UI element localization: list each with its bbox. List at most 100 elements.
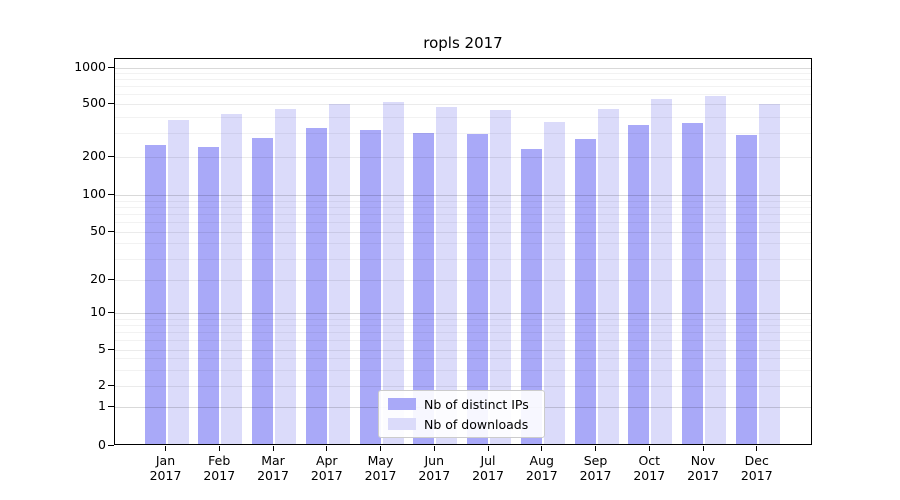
bar-oct-distinct-ips	[628, 125, 650, 444]
month-label: Jun	[424, 453, 445, 468]
bar-feb-distinct-ips	[198, 146, 220, 444]
x-tick-label-oct: Oct 2017	[619, 453, 679, 483]
x-tick-mark	[326, 446, 328, 451]
year-label: 2017	[472, 468, 504, 483]
bar-jul-distinct-ips	[467, 134, 488, 444]
year-label: 2017	[579, 468, 612, 483]
y-tick-mark	[108, 194, 114, 195]
bar-aug-downloads	[543, 122, 565, 444]
year-label: 2017	[687, 468, 719, 483]
x-tick-label-jan: Jan 2017	[136, 453, 196, 483]
legend-item-distinct-ips: Nb of distinct IPs	[379, 397, 544, 412]
y-tick-mark	[108, 312, 114, 314]
x-tick-mark	[165, 446, 166, 451]
x-tick-mark	[218, 446, 220, 451]
x-tick-mark	[595, 446, 596, 451]
x-tick-label-dec: Dec 2017	[727, 453, 787, 483]
x-tick-mark	[648, 446, 650, 451]
x-tick-mark	[541, 446, 543, 451]
month-label: Aug	[529, 453, 554, 468]
y-tick-mark	[108, 66, 114, 68]
bar-jun-distinct-ips	[413, 132, 435, 444]
gridline-500	[115, 103, 811, 105]
year-label: 2017	[418, 468, 451, 483]
gridline-9	[115, 318, 811, 320]
gridline-60	[115, 222, 811, 224]
bar-jul-downloads	[490, 110, 511, 444]
y-tick-label-20: 20	[90, 271, 106, 286]
legend-swatch-downloads	[388, 418, 416, 430]
bar-jan-distinct-ips	[144, 145, 166, 444]
bar-oct-downloads	[651, 98, 673, 444]
x-tick-label-mar: Mar 2017	[243, 453, 303, 483]
month-label: Jan	[155, 453, 176, 468]
bar-feb-downloads	[221, 114, 243, 444]
y-tick-label-0: 0	[98, 437, 106, 452]
y-tick-label-1: 1	[98, 398, 106, 413]
year-label: 2017	[525, 468, 558, 483]
x-tick-label-may: May 2017	[351, 453, 411, 483]
x-tick-label-apr: Apr 2017	[297, 453, 357, 483]
bar-sep-downloads	[597, 108, 619, 444]
gridline-2	[115, 386, 811, 387]
year-label: 2017	[203, 468, 236, 483]
x-tick-mark	[433, 446, 435, 451]
gridline-20	[115, 280, 811, 281]
month-label: May	[367, 453, 394, 468]
bar-nov-distinct-ips	[682, 123, 703, 444]
gridline-7	[115, 331, 811, 333]
month-label: Sep	[583, 453, 608, 468]
y-tick-label-100: 100	[82, 186, 106, 201]
gridline-8	[115, 324, 811, 326]
gridline-700	[115, 86, 811, 88]
month-label: Jul	[480, 453, 496, 468]
year-label: 2017	[740, 468, 773, 483]
year-label: 2017	[310, 468, 343, 483]
plot-area	[114, 58, 812, 445]
bar-nov-downloads	[705, 96, 726, 444]
x-tick-label-jul: Jul 2017	[458, 453, 518, 483]
gridline-900	[115, 73, 811, 75]
y-tick-label-2: 2	[98, 377, 106, 392]
gridline-50	[115, 231, 811, 233]
chart-title: ropls 2017	[423, 34, 503, 52]
x-tick-label-sep: Sep 2017	[566, 453, 626, 483]
x-tick-mark	[702, 446, 704, 451]
bar-sep-distinct-ips	[574, 138, 596, 444]
gridline-100	[115, 195, 811, 196]
gridline-30	[115, 258, 811, 260]
y-tick-mark	[108, 406, 114, 407]
bar-dec-downloads	[758, 104, 780, 444]
gridline-80	[115, 206, 811, 208]
legend-item-downloads: Nb of downloads	[379, 417, 544, 432]
year-label: 2017	[364, 468, 397, 483]
y-tick-label-1000: 1000	[74, 58, 106, 74]
gridline-6	[115, 339, 811, 341]
month-label: Nov	[690, 453, 716, 468]
bar-mar-downloads	[275, 108, 296, 444]
bar-aug-distinct-ips	[520, 149, 542, 444]
x-tick-label-aug: Aug 2017	[512, 453, 572, 483]
gridline-800	[115, 79, 811, 81]
month-label: Apr	[315, 453, 338, 468]
legend-label-distinct-ips: Nb of distinct IPs	[424, 396, 529, 412]
y-tick-mark	[108, 155, 114, 157]
y-tick-label-50: 50	[90, 222, 106, 238]
bar-dec-distinct-ips	[735, 135, 757, 444]
bar-may-distinct-ips	[359, 130, 381, 444]
bar-apr-distinct-ips	[305, 127, 327, 444]
gridline-4	[115, 358, 811, 360]
gridline-3	[115, 369, 811, 371]
bar-jun-downloads	[436, 106, 458, 444]
x-tick-mark	[380, 446, 381, 451]
y-tick-label-500: 500	[82, 94, 106, 110]
gridline-5	[115, 349, 811, 351]
y-tick-label-10: 10	[90, 304, 106, 320]
gridline-200	[115, 156, 811, 158]
legend-label-downloads: Nb of downloads	[424, 416, 529, 432]
y-tick-mark	[108, 230, 114, 232]
gridline-90	[115, 200, 811, 202]
x-tick-mark	[272, 446, 274, 451]
gridline-600	[115, 94, 811, 96]
x-tick-mark	[487, 446, 489, 451]
